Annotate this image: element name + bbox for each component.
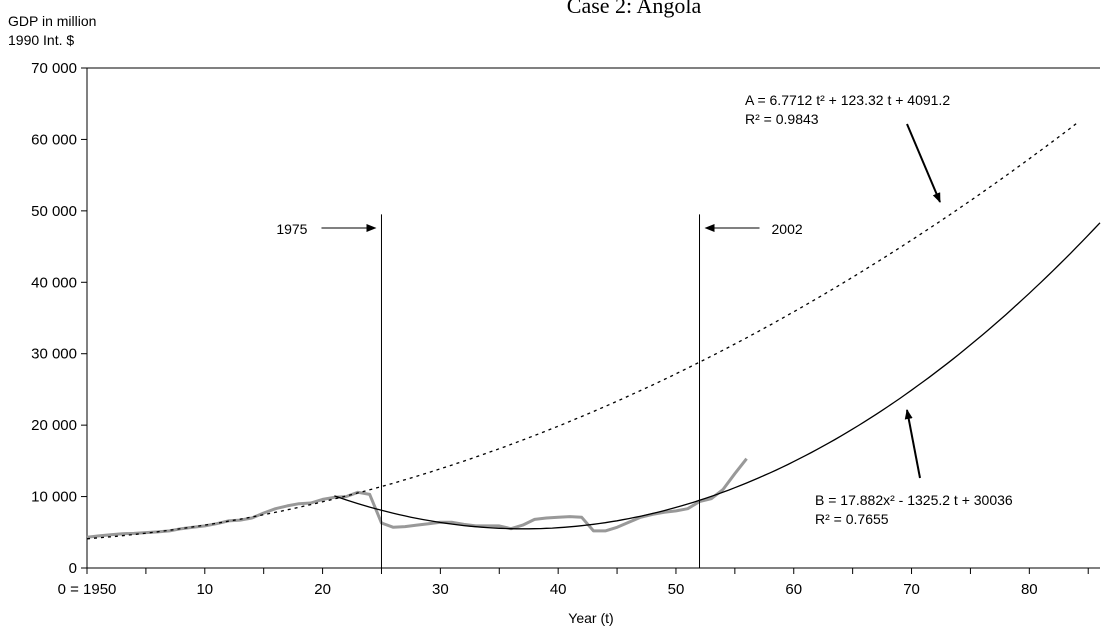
x-tick-label: 70	[903, 581, 920, 598]
x-tick-label: 80	[1021, 581, 1038, 598]
y-tick-label: 40 000	[31, 274, 77, 291]
annotation-arrow-a	[906, 123, 941, 203]
annotation-arrow-b	[904, 409, 921, 479]
x-tick-label: 30	[432, 581, 449, 598]
x-tick-label: 50	[668, 581, 685, 598]
x-tick-label: 10	[196, 581, 213, 598]
y-tick-label: 30 000	[31, 346, 77, 363]
r-squared-b-label: R² = 0.7655	[815, 511, 889, 527]
x-tick-label: 20	[314, 581, 331, 598]
vertical-line-label: 1975	[276, 221, 307, 237]
x-tick-label: 60	[785, 581, 802, 598]
y-tick-label: 60 000	[31, 131, 77, 148]
y-tick-label: 50 000	[31, 203, 77, 220]
r-squared-a-label: R² = 0.9843	[745, 111, 819, 127]
y-tick-label: 10 000	[31, 489, 77, 506]
y-axis-label-line2: 1990 Int. $	[8, 32, 74, 48]
series-line-observed-gdp	[86, 457, 748, 539]
y-tick-label: 0	[69, 560, 77, 577]
series-line-fit-b	[334, 222, 1101, 530]
x-axis-label: Year (t)	[568, 610, 613, 626]
x-tick-label: 40	[550, 581, 567, 598]
plot-area: 0 10 000 20 000 30 000 40 000 50 000 60 000 70 …	[31, 60, 1101, 598]
y-axis-label-line1: GDP in million	[8, 13, 96, 29]
y-tick-label: 20 000	[31, 417, 77, 434]
x-tick-label: 0 = 1950	[58, 581, 117, 598]
equation-b-label: B = 17.882x² - 1325.2 t + 30036	[815, 492, 1013, 508]
y-tick-label: 70 000	[31, 60, 77, 77]
vertical-line-label: 2002	[772, 221, 803, 237]
chart-title: Case 2: Angola	[567, 0, 702, 18]
series-line-fit-a	[86, 122, 1077, 540]
equation-a-label: A = 6.7712 t² + 123.32 t + 4091.2	[745, 92, 950, 108]
